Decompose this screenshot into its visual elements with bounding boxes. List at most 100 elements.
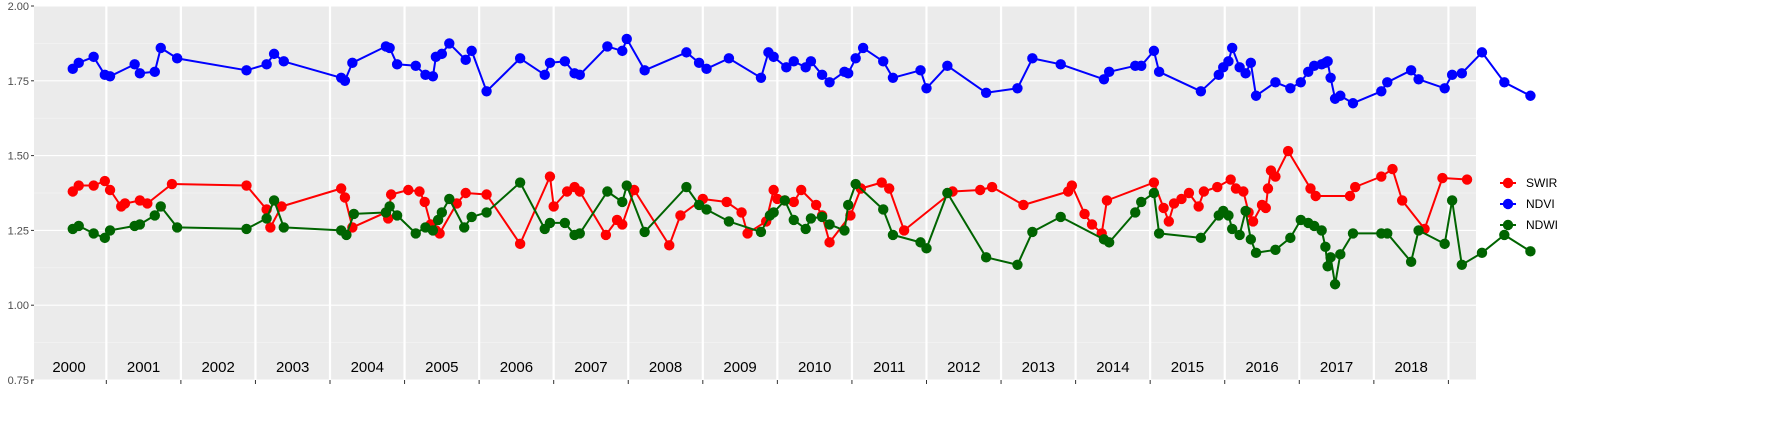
data-point xyxy=(810,199,822,211)
legend-item-ndwi: NDWI xyxy=(1500,218,1558,232)
data-point xyxy=(805,56,817,67)
data-point xyxy=(942,187,953,199)
year-label: 2002 xyxy=(201,359,234,376)
data-point xyxy=(898,225,910,236)
year-label: 2017 xyxy=(1320,359,1353,376)
data-point xyxy=(278,222,289,233)
data-point xyxy=(1329,279,1341,290)
data-point xyxy=(1325,72,1336,84)
data-point xyxy=(1130,207,1141,218)
data-point xyxy=(544,171,556,182)
data-point xyxy=(1344,190,1356,202)
data-point xyxy=(1270,77,1281,88)
data-point xyxy=(104,225,116,236)
data-point xyxy=(980,252,992,263)
data-point xyxy=(1247,216,1259,227)
data-point xyxy=(1103,237,1115,248)
data-point xyxy=(1446,195,1458,206)
data-point xyxy=(134,219,146,230)
data-point xyxy=(805,213,817,224)
year-label: 2011 xyxy=(873,359,905,376)
data-point xyxy=(142,198,153,209)
data-point xyxy=(1335,90,1346,101)
data-point xyxy=(574,186,585,197)
data-point xyxy=(444,193,455,205)
data-point xyxy=(1245,234,1257,245)
data-point xyxy=(850,178,861,190)
data-point xyxy=(1086,219,1098,230)
data-point xyxy=(514,53,526,64)
year-label: 2013 xyxy=(1022,359,1055,376)
data-point xyxy=(779,195,791,206)
data-point xyxy=(1027,226,1038,238)
data-point xyxy=(742,228,753,239)
legend-swatch-point xyxy=(1502,198,1514,210)
data-point xyxy=(1322,261,1333,272)
data-point xyxy=(921,83,932,94)
data-point xyxy=(1066,180,1078,191)
data-point xyxy=(723,216,735,227)
data-point xyxy=(755,226,767,238)
data-point xyxy=(427,225,439,236)
data-point xyxy=(1195,232,1207,244)
data-point xyxy=(878,56,889,67)
data-point xyxy=(781,62,792,73)
data-point xyxy=(681,47,692,58)
data-point xyxy=(241,223,252,235)
data-point xyxy=(986,181,998,193)
legend-swatch-point xyxy=(1502,177,1514,189)
year-label: 2010 xyxy=(798,359,831,376)
data-point xyxy=(768,207,779,218)
data-point xyxy=(768,184,779,196)
data-point xyxy=(384,42,395,54)
data-point xyxy=(1456,68,1468,79)
year-label: 2006 xyxy=(500,359,533,376)
data-point xyxy=(99,175,111,187)
data-point xyxy=(335,183,347,194)
data-point xyxy=(788,214,799,226)
year-label: 2008 xyxy=(649,359,682,376)
data-point xyxy=(1012,259,1023,271)
y-tick-label: 2.00 xyxy=(8,1,29,13)
data-point xyxy=(1176,193,1187,205)
data-point xyxy=(1250,247,1262,259)
data-point xyxy=(88,180,99,191)
data-point xyxy=(1240,68,1251,79)
data-point xyxy=(1387,163,1398,175)
data-point xyxy=(514,238,526,250)
data-point xyxy=(149,66,160,78)
data-point xyxy=(73,57,84,69)
data-point xyxy=(410,228,421,239)
data-point xyxy=(1413,225,1424,236)
data-point xyxy=(921,243,932,254)
data-point xyxy=(1405,256,1417,268)
data-point xyxy=(276,201,287,212)
data-point xyxy=(1250,90,1262,101)
data-point xyxy=(149,210,160,221)
data-point xyxy=(1476,47,1488,58)
data-point xyxy=(736,207,747,218)
data-point xyxy=(574,69,585,81)
data-point xyxy=(816,69,828,81)
data-point xyxy=(481,189,492,200)
data-point xyxy=(1310,190,1321,202)
data-point xyxy=(129,59,140,70)
data-point xyxy=(816,211,828,223)
data-point xyxy=(1446,69,1458,81)
year-label: 2005 xyxy=(425,359,458,376)
data-point xyxy=(621,33,632,45)
data-point xyxy=(1350,181,1361,193)
data-point xyxy=(915,65,926,76)
series-swir xyxy=(67,145,1473,251)
data-point xyxy=(693,57,705,69)
data-point xyxy=(1305,183,1316,194)
data-point xyxy=(436,48,448,60)
data-point xyxy=(602,186,613,197)
year-label: 2012 xyxy=(947,359,980,376)
data-point xyxy=(1225,174,1236,185)
data-point xyxy=(1270,244,1281,256)
data-point xyxy=(544,57,556,69)
data-point xyxy=(1396,195,1408,206)
data-point xyxy=(675,210,686,221)
